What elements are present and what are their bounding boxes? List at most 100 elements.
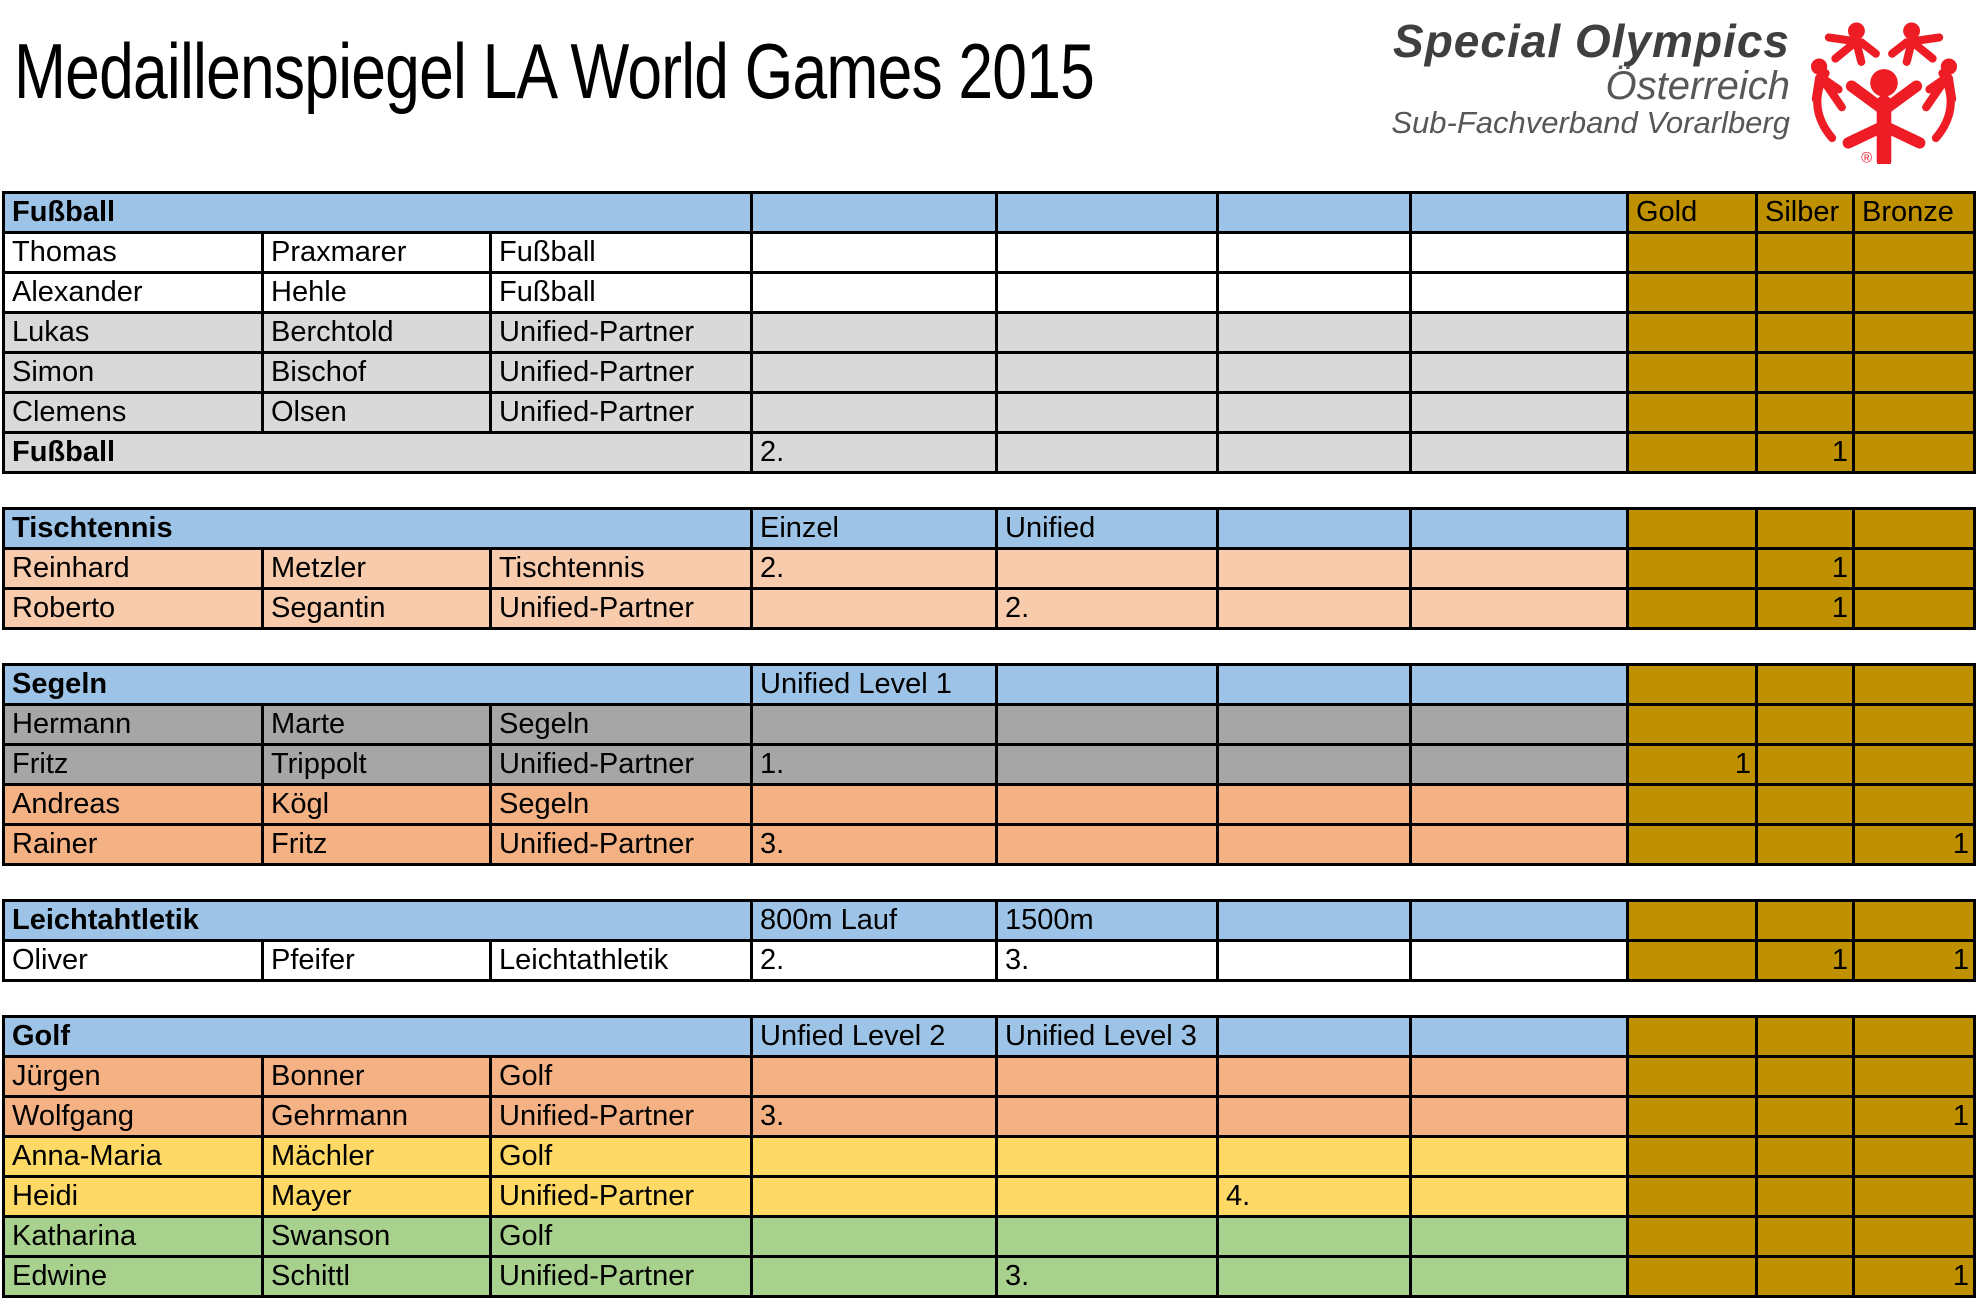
- result-cell: 4.: [1216, 1175, 1412, 1218]
- gold-count: [1626, 271, 1758, 314]
- role: Unified-Partner: [489, 587, 753, 630]
- result-cell: 2.: [750, 547, 998, 590]
- bronze-count: 1: [1852, 1095, 1976, 1138]
- bronze-count: [1852, 587, 1976, 630]
- athlete-row: Simon Bischof Unified-Partner: [2, 351, 1976, 394]
- role: Segeln: [489, 783, 753, 826]
- medal-table-3: Leichtahtletik 800m Lauf 1500m Oliver Pfeife…: [2, 899, 1976, 982]
- result-cell: [750, 271, 998, 314]
- last-name: Bischof: [261, 351, 492, 394]
- result-cell: [1409, 391, 1629, 434]
- result-cell: [1216, 1095, 1412, 1138]
- first-name: Oliver: [2, 939, 264, 982]
- role: Golf: [489, 1135, 753, 1178]
- result-cell: [750, 1055, 998, 1098]
- result-cell: [750, 351, 998, 394]
- result-cell: [1409, 587, 1629, 630]
- silber-count: [1755, 271, 1855, 314]
- gold-count: [1626, 1255, 1758, 1298]
- silber-header: [1755, 1015, 1855, 1058]
- last-name: Olsen: [261, 391, 492, 434]
- summary-result: [995, 431, 1219, 474]
- special-olympics-mark-icon: ®: [1811, 22, 1957, 164]
- bronze-count: 1: [1852, 823, 1976, 866]
- result-cell: [750, 231, 998, 274]
- role: Unified-Partner: [489, 743, 753, 786]
- page-title: Medaillenspiegel LA World Games 2015: [14, 27, 1095, 115]
- first-name: Wolfgang: [2, 1095, 264, 1138]
- result-cell: [750, 391, 998, 434]
- result-cell: [750, 1215, 998, 1258]
- first-name: Alexander: [2, 271, 264, 314]
- event-header: [1216, 191, 1412, 234]
- header-row: Segeln Unified Level 1: [2, 663, 1976, 706]
- result-cell: [1216, 823, 1412, 866]
- role: Unified-Partner: [489, 823, 753, 866]
- last-name: Fritz: [261, 823, 492, 866]
- gold-header: [1626, 899, 1758, 942]
- silber-count: [1755, 1175, 1855, 1218]
- bronze-count: [1852, 1215, 1976, 1258]
- event-header: [1216, 899, 1412, 942]
- bronze-header: Bronze: [1852, 191, 1976, 234]
- logo-country: Österreich: [1605, 63, 1791, 108]
- event-header: Unfied Level 2: [750, 1015, 998, 1058]
- last-name: Praxmarer: [261, 231, 492, 274]
- first-name: Rainer: [2, 823, 264, 866]
- athlete-row: Katharina Swanson Golf: [2, 1215, 1976, 1258]
- result-cell: [750, 1175, 998, 1218]
- result-cell: [1216, 231, 1412, 274]
- role: Tischtennis: [489, 547, 753, 590]
- role: Unified-Partner: [489, 1095, 753, 1138]
- gold-count: 1: [1626, 743, 1758, 786]
- result-cell: [750, 1255, 998, 1298]
- gold-count: [1626, 351, 1758, 394]
- gold-count: [1626, 547, 1758, 590]
- athlete-row: Jürgen Bonner Golf: [2, 1055, 1976, 1098]
- result-cell: 3.: [750, 1095, 998, 1138]
- gold-count: [1626, 587, 1758, 630]
- result-cell: [1409, 547, 1629, 590]
- result-cell: [1409, 1055, 1629, 1098]
- header-row: Golf Unfied Level 2 Unified Level 3: [2, 1015, 1976, 1058]
- silber-count: [1755, 1255, 1855, 1298]
- result-cell: [995, 391, 1219, 434]
- first-name: Edwine: [2, 1255, 264, 1298]
- athlete-row: Rainer Fritz Unified-Partner 3. 1: [2, 823, 1976, 866]
- athlete-row: Roberto Segantin Unified-Partner 2. 1: [2, 587, 1976, 630]
- last-name: Bonner: [261, 1055, 492, 1098]
- result-cell: [1216, 547, 1412, 590]
- event-header: 1500m: [995, 899, 1219, 942]
- event-header: Unified: [995, 507, 1219, 550]
- result-cell: [995, 231, 1219, 274]
- bronze-count: [1852, 547, 1976, 590]
- bronze-header: [1852, 507, 1976, 550]
- result-cell: [1409, 271, 1629, 314]
- result-cell: [1216, 1135, 1412, 1178]
- silber-count: [1755, 703, 1855, 746]
- role: Unified-Partner: [489, 1255, 753, 1298]
- medal-table-2: Segeln Unified Level 1 Hermann Marte Segeln F…: [2, 663, 1976, 866]
- result-cell: 3.: [995, 939, 1219, 982]
- silber-count: [1755, 1055, 1855, 1098]
- first-name: Roberto: [2, 587, 264, 630]
- athlete-row: Oliver Pfeifer Leichtathletik 2. 3. 1 1: [2, 939, 1976, 982]
- result-cell: [1216, 391, 1412, 434]
- result-cell: [750, 703, 998, 746]
- bronze-header: [1852, 1015, 1976, 1058]
- sport-title: Golf: [2, 1015, 753, 1058]
- logo-brand-name: Special Olympics: [1393, 15, 1790, 67]
- last-name: Kögl: [261, 783, 492, 826]
- result-cell: [1409, 231, 1629, 274]
- first-name: Jürgen: [2, 1055, 264, 1098]
- athlete-row: Alexander Hehle Fußball: [2, 271, 1976, 314]
- result-cell: 3.: [750, 823, 998, 866]
- role: Unified-Partner: [489, 351, 753, 394]
- result-cell: [1409, 1135, 1629, 1178]
- last-name: Berchtold: [261, 311, 492, 354]
- summary-result: [1216, 431, 1412, 474]
- silber-count: [1755, 391, 1855, 434]
- bronze-count: [1852, 1055, 1976, 1098]
- event-header: [1409, 663, 1629, 706]
- last-name: Marte: [261, 703, 492, 746]
